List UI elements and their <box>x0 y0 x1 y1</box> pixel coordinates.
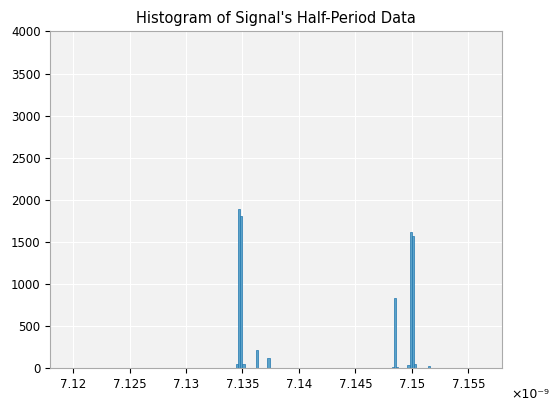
Bar <box>242 365 245 368</box>
Bar <box>240 216 242 368</box>
Bar <box>267 358 269 368</box>
Bar <box>396 367 398 368</box>
Title: Histogram of Signal's Half-Period Data: Histogram of Signal's Half-Period Data <box>137 11 416 26</box>
Bar <box>414 364 417 368</box>
Bar <box>428 366 430 368</box>
Bar <box>236 365 238 368</box>
Bar <box>256 350 258 368</box>
Bar <box>412 236 414 368</box>
Bar <box>409 232 412 368</box>
Bar <box>391 367 394 368</box>
Bar <box>407 365 409 368</box>
Bar <box>394 297 396 368</box>
Text: ×10⁻⁹: ×10⁻⁹ <box>511 388 549 401</box>
Bar <box>238 209 240 368</box>
